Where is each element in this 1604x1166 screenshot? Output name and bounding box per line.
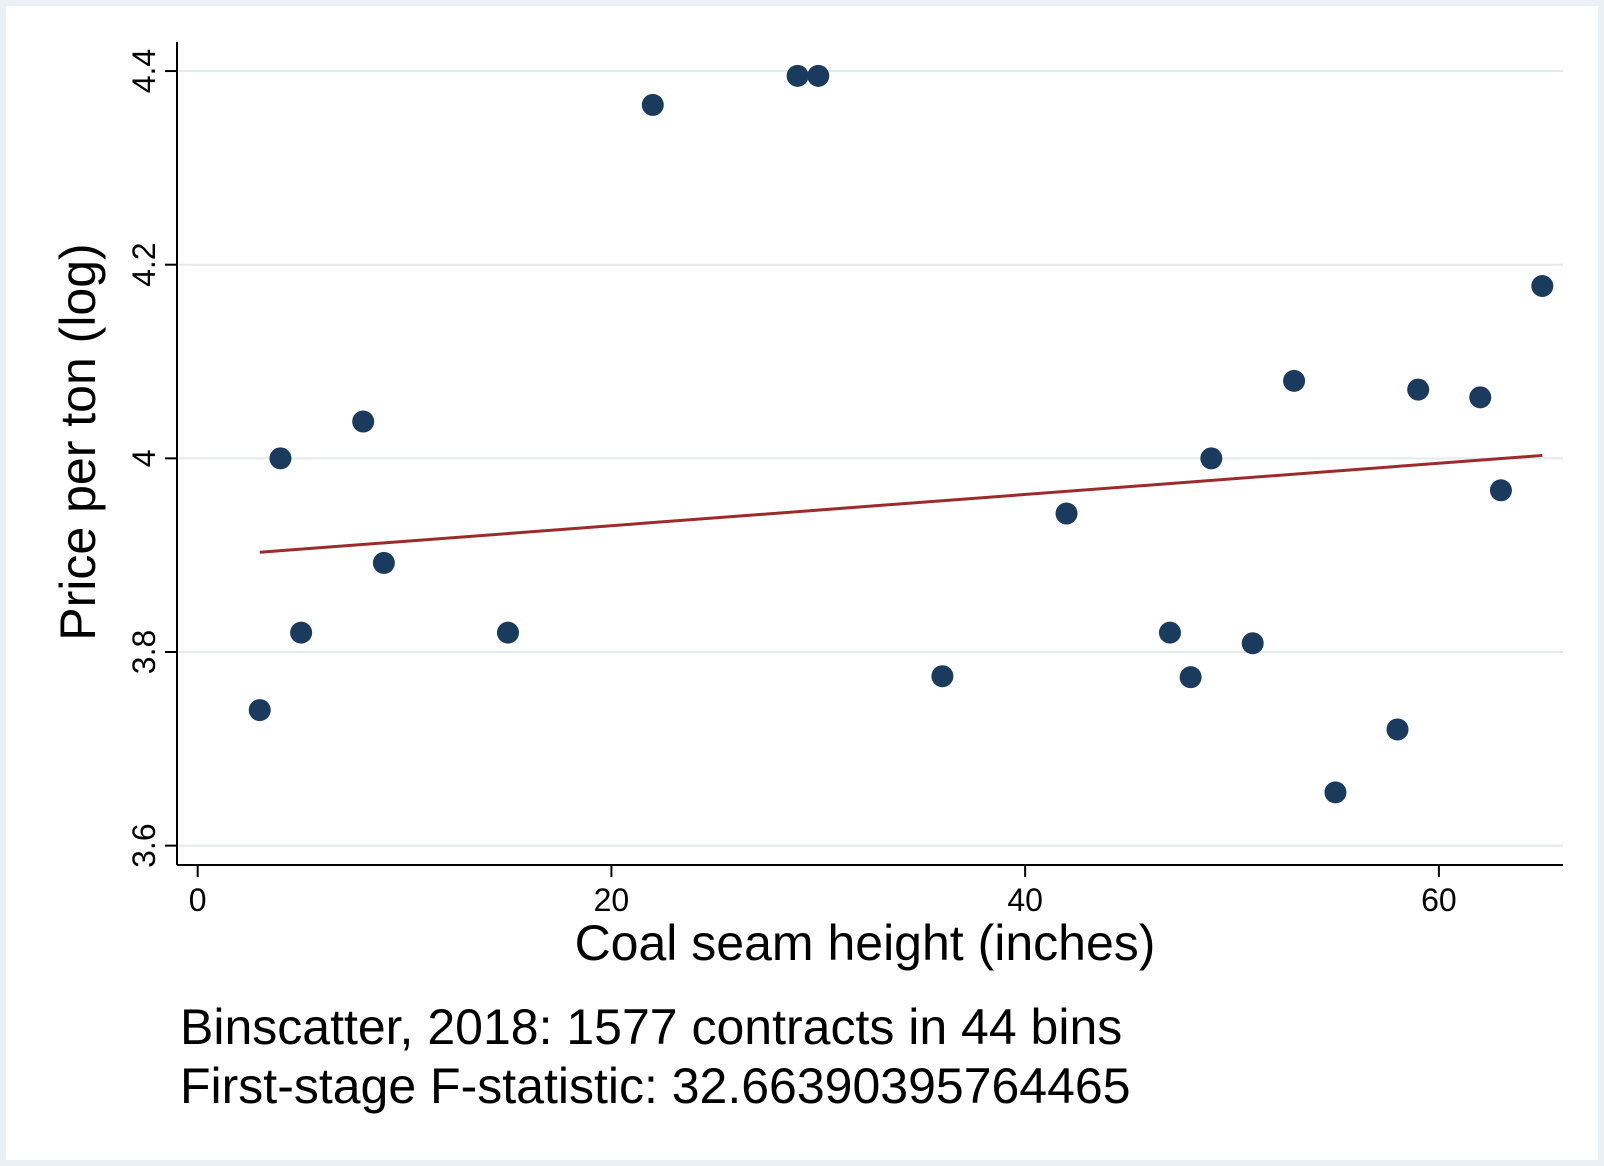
data-point <box>290 621 313 644</box>
data-point <box>1055 502 1078 525</box>
data-point <box>931 665 954 688</box>
data-point <box>269 447 292 470</box>
data-point <box>1531 274 1554 297</box>
y-tick-label: 4.4 <box>126 49 162 93</box>
data-point <box>372 551 395 574</box>
data-point <box>807 64 830 87</box>
data-point <box>1489 479 1512 502</box>
f-statistic-note: First-stage F-statistic: 32.663903957644… <box>180 1058 1131 1114</box>
data-point <box>1283 369 1306 392</box>
fit-line-group <box>259 453 1543 554</box>
axes <box>165 42 1563 877</box>
data-point <box>496 621 519 644</box>
data-point <box>1407 378 1430 401</box>
data-points <box>248 64 1554 804</box>
data-point <box>1241 632 1264 655</box>
data-point <box>1179 666 1202 689</box>
data-point <box>786 64 809 87</box>
y-tick-label: 4.2 <box>126 242 162 286</box>
x-tick-label: 60 <box>1421 882 1457 918</box>
y-tick-label: 3.6 <box>126 823 162 867</box>
x-axis-label: Coal seam height (inches) <box>575 915 1156 971</box>
data-point <box>1469 386 1492 409</box>
tick-labels: 3.6 3.8 4 4.2 4.4 0 20 40 60 <box>126 49 1457 918</box>
x-tick-label: 0 <box>189 882 207 918</box>
data-point <box>352 410 375 433</box>
y-axis-label: Price per ton (log) <box>50 243 106 640</box>
x-tick-label: 40 <box>1007 882 1043 918</box>
data-point <box>1386 718 1409 741</box>
data-point <box>641 93 664 116</box>
binscatter-note: Binscatter, 2018: 1577 contracts in 44 b… <box>180 999 1123 1055</box>
x-tick-label: 20 <box>594 882 630 918</box>
grid-lines <box>179 70 1563 847</box>
data-point <box>1158 621 1181 644</box>
y-tick-label: 3.8 <box>126 630 162 674</box>
fit-line <box>259 453 1543 554</box>
y-tick-label: 4 <box>126 449 162 467</box>
data-point <box>1324 781 1347 804</box>
data-point <box>248 699 271 722</box>
data-point <box>1200 447 1223 470</box>
